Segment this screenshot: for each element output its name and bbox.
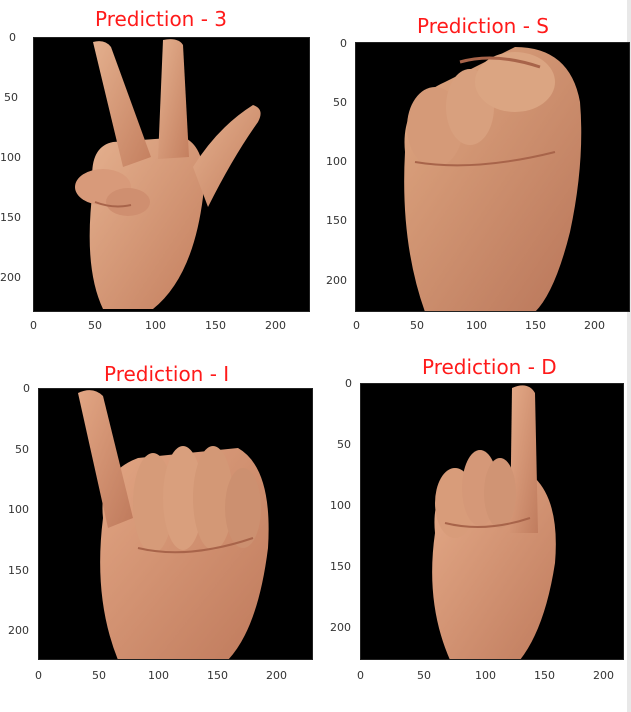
x-tick: 150 — [525, 319, 546, 332]
y-tick: 150 — [330, 560, 351, 573]
y-tick: 50 — [333, 96, 347, 109]
y-tick: 100 — [330, 499, 351, 512]
y-tick: 150 — [0, 211, 21, 224]
x-tick: 200 — [266, 669, 287, 682]
y-tick: 0 — [340, 37, 347, 50]
hand-fist-illustration — [404, 47, 582, 312]
y-tick: 200 — [8, 624, 29, 637]
hand-image-fist — [355, 42, 630, 312]
hand-image-pinky — [38, 388, 313, 660]
y-tick: 0 — [345, 377, 352, 390]
x-tick: 150 — [534, 669, 555, 682]
scrollbar[interactable] — [627, 0, 631, 712]
hand-index-illustration — [432, 385, 556, 660]
x-tick: 200 — [265, 319, 286, 332]
y-tick: 100 — [8, 503, 29, 516]
x-tick: 150 — [207, 669, 228, 682]
hand-image-three — [33, 37, 310, 312]
y-tick: 50 — [15, 443, 29, 456]
panel-title: Prediction - I — [104, 362, 230, 386]
x-tick: 50 — [410, 319, 424, 332]
y-tick: 100 — [0, 151, 21, 164]
x-tick: 50 — [417, 669, 431, 682]
x-tick: 0 — [35, 669, 42, 682]
x-tick: 100 — [475, 669, 496, 682]
hand-pinky-illustration — [78, 390, 269, 660]
hand-three-illustration — [75, 39, 261, 309]
x-tick: 0 — [30, 319, 37, 332]
x-tick: 0 — [353, 319, 360, 332]
y-tick: 150 — [326, 214, 347, 227]
panel-title: Prediction - 3 — [95, 7, 228, 31]
x-tick: 50 — [88, 319, 102, 332]
y-tick: 50 — [337, 438, 351, 451]
x-tick: 150 — [205, 319, 226, 332]
y-tick: 50 — [4, 91, 18, 104]
x-tick: 100 — [148, 669, 169, 682]
y-tick: 0 — [23, 382, 30, 395]
x-tick: 0 — [357, 669, 364, 682]
x-tick: 100 — [466, 319, 487, 332]
x-tick: 50 — [92, 669, 106, 682]
y-tick: 150 — [8, 564, 29, 577]
x-tick: 100 — [145, 319, 166, 332]
panel-title: Prediction - S — [417, 14, 549, 38]
hand-image-index — [360, 383, 624, 660]
y-tick: 200 — [330, 621, 351, 634]
y-tick: 200 — [0, 271, 21, 284]
x-tick: 200 — [593, 669, 614, 682]
panel-title: Prediction - D — [422, 355, 557, 379]
x-tick: 200 — [584, 319, 605, 332]
y-tick: 200 — [326, 274, 347, 287]
y-tick: 100 — [326, 155, 347, 168]
y-tick: 0 — [9, 31, 16, 44]
